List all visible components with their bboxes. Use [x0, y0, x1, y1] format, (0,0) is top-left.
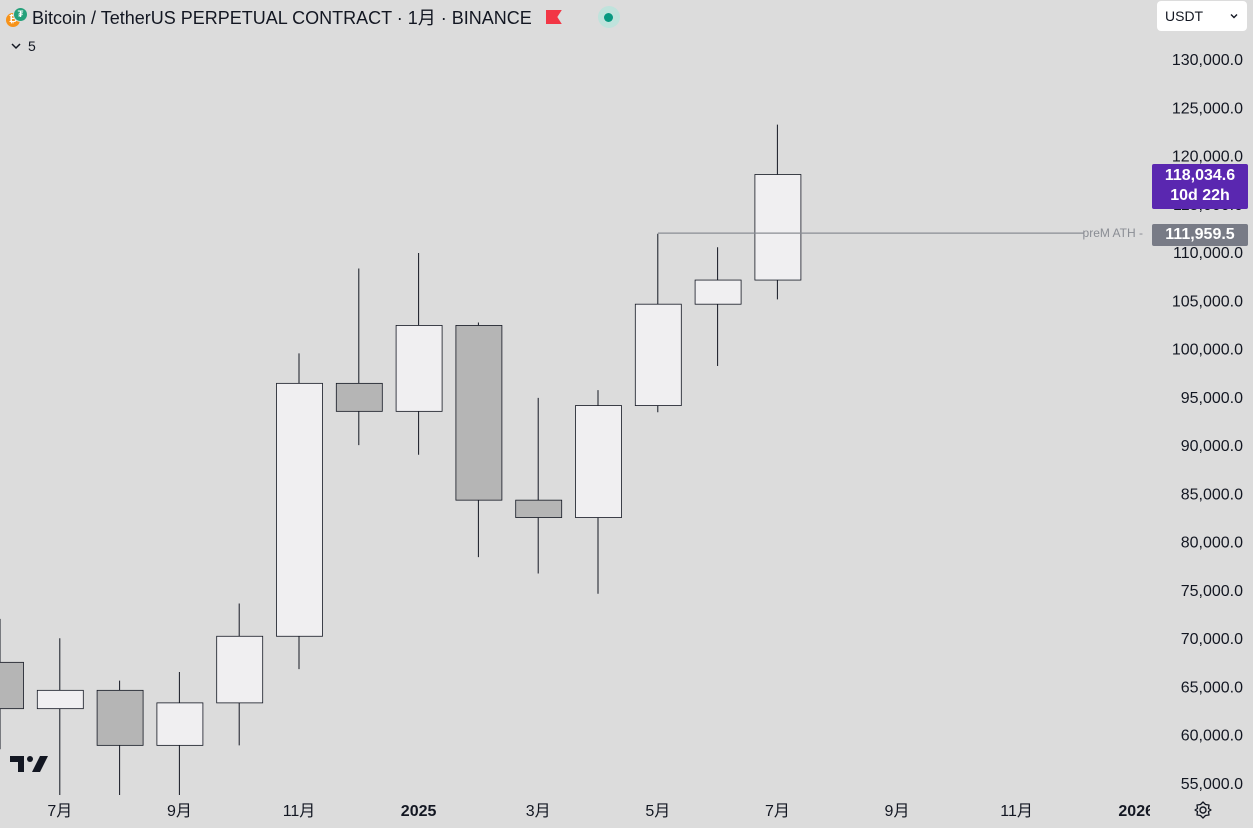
candle-2024-12	[335, 268, 383, 446]
candle-body	[515, 499, 563, 518]
candle-2025-03	[515, 397, 563, 574]
candle-2024-08	[96, 680, 144, 795]
candle-2025-04	[575, 390, 622, 594]
candle-body	[455, 325, 503, 501]
x-tick-label: 9月	[885, 803, 910, 820]
candle-2025-06	[694, 247, 742, 366]
last-price-value: 118,034.6	[1164, 167, 1236, 184]
y-tick-label: 80,000.0	[1181, 535, 1243, 552]
y-tick-label: 105,000.0	[1172, 293, 1243, 310]
time-axis[interactable]: 7月 9月 11月 2025 3月 5月 7月 9月 11月 2026	[47, 803, 1154, 820]
candle-2025-02	[455, 322, 503, 558]
flag-icon[interactable]	[545, 10, 562, 24]
y-tick-label: 95,000.0	[1181, 390, 1243, 407]
symbol-logo: ₿ ₮	[6, 7, 28, 27]
x-tick-label: 3月	[526, 803, 551, 820]
candle-body	[36, 689, 84, 710]
ath-price-tag: 111,959.5	[1152, 224, 1248, 246]
price-axis[interactable]: 55,000.0 60,000.0 65,000.0 70,000.0 75,000.0…	[1172, 52, 1243, 793]
ath-label: preM ATH -	[1083, 226, 1143, 240]
x-tick-label: 11月	[1000, 803, 1033, 820]
candle-2024-07	[36, 638, 84, 795]
candle-body	[754, 174, 802, 281]
candle-2024-11	[276, 353, 323, 670]
y-tick-label: 100,000.0	[1172, 342, 1243, 359]
candle-body	[276, 382, 323, 637]
y-tick-label: 65,000.0	[1181, 679, 1243, 696]
candle-body	[0, 661, 24, 710]
candle-body	[96, 689, 144, 746]
y-tick-label: 60,000.0	[1181, 728, 1243, 745]
candle-2024-10	[216, 603, 264, 746]
symbol-title[interactable]: Bitcoin / TetherUS PERPETUAL CONTRACT · …	[32, 8, 532, 28]
indicator-legend[interactable]: 5	[10, 38, 36, 54]
candle-2025-07	[754, 124, 802, 300]
candle-2025-01	[395, 253, 443, 455]
x-tick-label: 2025	[401, 803, 437, 820]
x-tick-label: 11月	[283, 803, 316, 820]
y-tick-label: 120,000.0	[1172, 149, 1243, 166]
y-tick-label: 70,000.0	[1181, 631, 1243, 648]
chevron-down-icon[interactable]	[10, 40, 22, 52]
candle-body	[634, 303, 682, 406]
candle-2025-05	[634, 233, 682, 413]
y-tick-label: 125,000.0	[1172, 100, 1243, 117]
y-tick-label: 110,000.0	[1173, 245, 1243, 262]
tether-icon: ₮	[13, 7, 28, 22]
y-tick-label: 55,000.0	[1181, 776, 1243, 793]
candle-2024-09	[156, 671, 204, 795]
settings-icon[interactable]	[1193, 800, 1213, 820]
x-tick-label: 7月	[47, 803, 72, 820]
x-tick-label: 9月	[167, 803, 192, 820]
candle-body	[694, 279, 742, 305]
y-tick-label: 85,000.0	[1181, 486, 1243, 503]
candles-layer	[0, 124, 802, 795]
x-tick-label: 7月	[765, 803, 790, 820]
legend-count: 5	[28, 38, 36, 54]
chart-header: ₿ ₮ Bitcoin / TetherUS PERPETUAL CONTRAC…	[6, 4, 620, 30]
x-tick-label: 2026	[1118, 803, 1154, 820]
currency-select[interactable]: USDT	[1157, 1, 1247, 31]
candle-2024-06	[0, 618, 24, 750]
y-tick-label: 90,000.0	[1181, 438, 1243, 455]
candle-body	[575, 405, 622, 518]
status-dot-icon[interactable]	[597, 6, 620, 28]
chevron-down-icon	[1230, 14, 1238, 19]
reference-lines: preM ATH -	[658, 226, 1143, 240]
currency-value: USDT	[1165, 8, 1204, 24]
candle-body	[216, 635, 264, 704]
candle-body	[395, 325, 443, 412]
x-tick-label: 5月	[645, 803, 670, 820]
candle-body	[156, 702, 204, 746]
y-tick-label: 130,000.0	[1172, 52, 1243, 69]
bar-countdown: 10d 22h	[1170, 187, 1230, 204]
candle-body	[335, 382, 383, 412]
y-tick-label: 75,000.0	[1181, 583, 1243, 600]
tradingview-logo[interactable]	[8, 752, 50, 774]
last-price-tag: 118,034.6 10d 22h	[1152, 164, 1248, 209]
